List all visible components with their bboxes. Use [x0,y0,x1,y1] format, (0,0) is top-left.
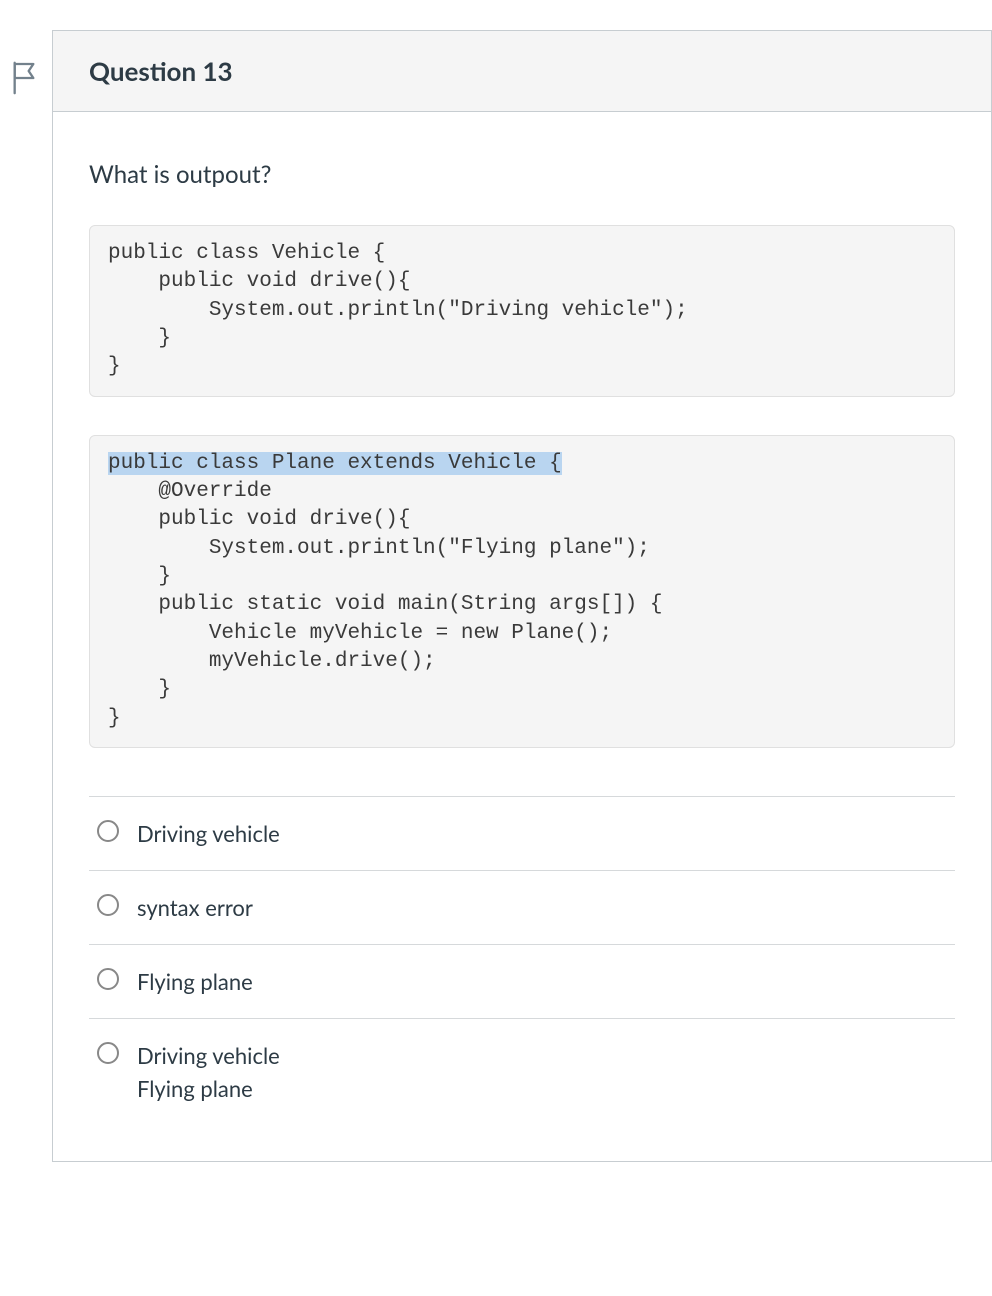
question-header: Question 13 [53,31,991,112]
flag-icon[interactable] [10,60,38,96]
option-label: syntax error [137,891,253,924]
radio-icon[interactable] [97,968,119,990]
option-label: Driving vehicle [137,817,280,850]
answer-options: Driving vehicle syntax error Flying plan… [89,796,955,1125]
option-label: Flying plane [137,965,253,998]
code-block-vehicle: public class Vehicle { public void drive… [89,225,955,397]
question-page: Question 13 What is outpout? public clas… [0,0,992,1192]
question-card: Question 13 What is outpout? public clas… [52,30,992,1162]
code-rest: @Override public void drive(){ System.ou… [108,480,663,730]
radio-icon[interactable] [97,820,119,842]
option-row[interactable]: Driving vehicle Flying plane [89,1019,955,1125]
option-label: Driving vehicle Flying plane [137,1039,280,1105]
option-row[interactable]: Flying plane [89,945,955,1019]
code-highlight: public class Plane extends Vehicle { [108,452,562,475]
radio-icon[interactable] [97,1042,119,1064]
question-prompt: What is outpout? [89,160,955,189]
option-row[interactable]: syntax error [89,871,955,945]
question-body: What is outpout? public class Vehicle { … [53,112,991,1161]
question-title: Question 13 [89,55,955,87]
radio-icon[interactable] [97,894,119,916]
code-block-plane: public class Plane extends Vehicle { @Ov… [89,435,955,748]
option-row[interactable]: Driving vehicle [89,797,955,871]
